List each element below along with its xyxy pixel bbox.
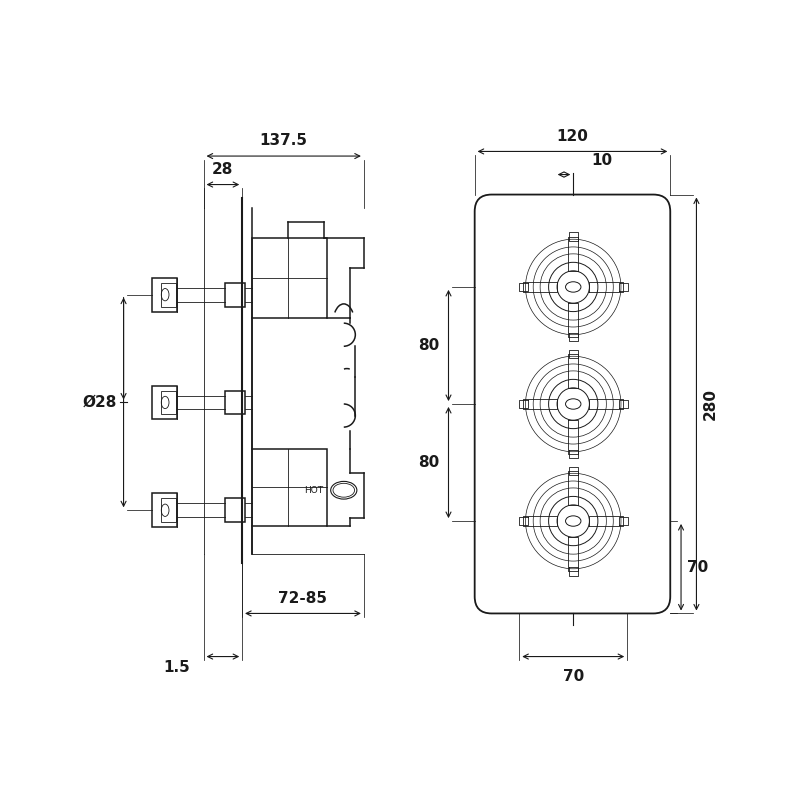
Text: 10: 10	[592, 153, 613, 168]
Text: 70: 70	[687, 560, 709, 574]
Bar	[226, 498, 246, 522]
Text: 137.5: 137.5	[260, 134, 308, 148]
Bar	[152, 494, 177, 527]
Text: HOT: HOT	[304, 486, 323, 494]
Bar	[152, 278, 177, 311]
Text: 80: 80	[418, 455, 439, 470]
Bar	[252, 449, 327, 526]
Bar	[252, 238, 327, 318]
Text: 280: 280	[702, 388, 718, 420]
Text: 1.5: 1.5	[163, 660, 190, 674]
Text: 70: 70	[562, 669, 584, 684]
Bar	[161, 282, 176, 306]
Bar	[226, 282, 246, 306]
Bar	[226, 390, 246, 414]
Text: 28: 28	[212, 162, 234, 177]
Text: 120: 120	[557, 129, 589, 144]
Bar	[161, 498, 176, 522]
Text: 80: 80	[418, 338, 439, 353]
Text: Ø28: Ø28	[83, 395, 118, 410]
Bar	[161, 390, 176, 414]
Text: 72-85: 72-85	[278, 590, 327, 606]
Bar	[152, 386, 177, 419]
